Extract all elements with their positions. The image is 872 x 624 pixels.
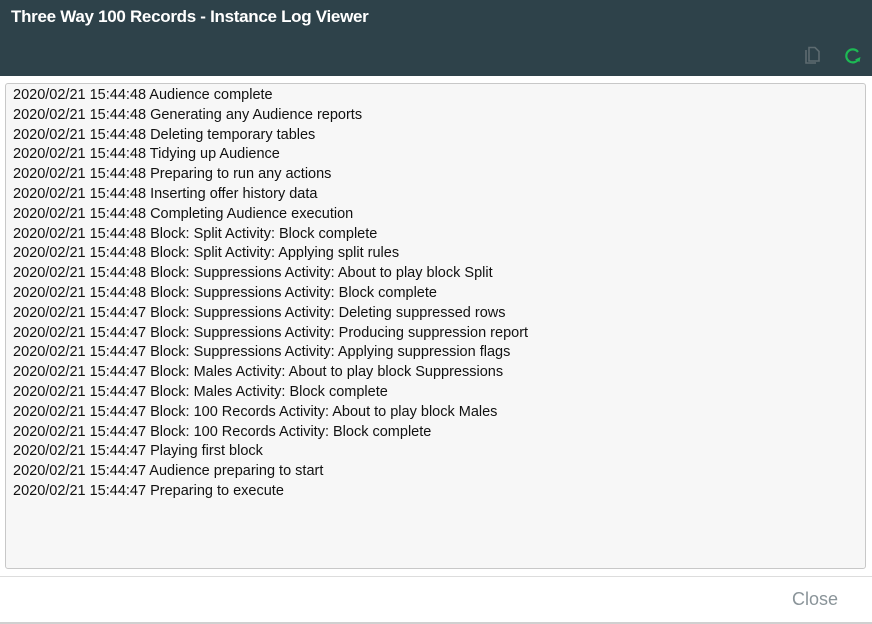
copy-icon[interactable] bbox=[803, 46, 823, 66]
dialog-header: Three Way 100 Records - Instance Log Vie… bbox=[0, 0, 872, 76]
log-line: 2020/02/21 15:44:47 Block: Suppressions … bbox=[13, 344, 511, 361]
log-line: 2020/02/21 15:44:47 Block: Suppressions … bbox=[13, 304, 506, 321]
close-button[interactable]: Close bbox=[791, 589, 838, 609]
dialog-footer: Close bbox=[0, 576, 872, 623]
log-line: 2020/02/21 15:44:47 Block: 100 Records A… bbox=[13, 403, 498, 420]
log-line: 2020/02/21 15:44:47 Block: Males Activit… bbox=[13, 383, 388, 400]
log-line: 2020/02/21 15:44:48 Preparing to run any… bbox=[13, 166, 332, 183]
log-line: 2020/02/21 15:44:47 Block: 100 Records A… bbox=[13, 423, 432, 440]
dialog-title: Three Way 100 Records - Instance Log Vie… bbox=[11, 7, 369, 26]
log-output[interactable]: 2020/02/21 15:44:48 Audience complete 202… bbox=[5, 83, 866, 569]
log-line: 2020/02/21 15:44:48 Completing Audience … bbox=[13, 205, 354, 222]
log-line: 2020/02/21 15:44:47 Audience preparing t… bbox=[13, 463, 324, 480]
log-line: 2020/02/21 15:44:48 Generating any Audie… bbox=[13, 106, 363, 123]
log-line: 2020/02/21 15:44:47 Block: Suppressions … bbox=[13, 324, 529, 341]
log-line: 2020/02/21 15:44:48 Block: Suppressions … bbox=[13, 284, 437, 301]
log-line: 2020/02/21 15:44:48 Tidying up Audience bbox=[13, 146, 280, 163]
log-line: 2020/02/21 15:44:48 Block: Split Activit… bbox=[13, 245, 400, 262]
log-line: 2020/02/21 15:44:48 Block: Suppressions … bbox=[13, 265, 493, 282]
log-line: 2020/02/21 15:44:48 Audience complete bbox=[13, 87, 273, 103]
divider bbox=[0, 622, 872, 624]
log-line: 2020/02/21 15:44:47 Block: Males Activit… bbox=[13, 364, 504, 381]
refresh-icon[interactable] bbox=[843, 46, 863, 66]
log-line: 2020/02/21 15:44:47 Preparing to execute bbox=[13, 482, 284, 499]
log-line: 2020/02/21 15:44:47 Playing first block bbox=[13, 443, 263, 460]
log-line: 2020/02/21 15:44:48 Deleting temporary t… bbox=[13, 126, 316, 143]
log-line: 2020/02/21 15:44:48 Block: Split Activit… bbox=[13, 225, 378, 242]
log-line: 2020/02/21 15:44:48 Inserting offer hist… bbox=[13, 185, 318, 202]
